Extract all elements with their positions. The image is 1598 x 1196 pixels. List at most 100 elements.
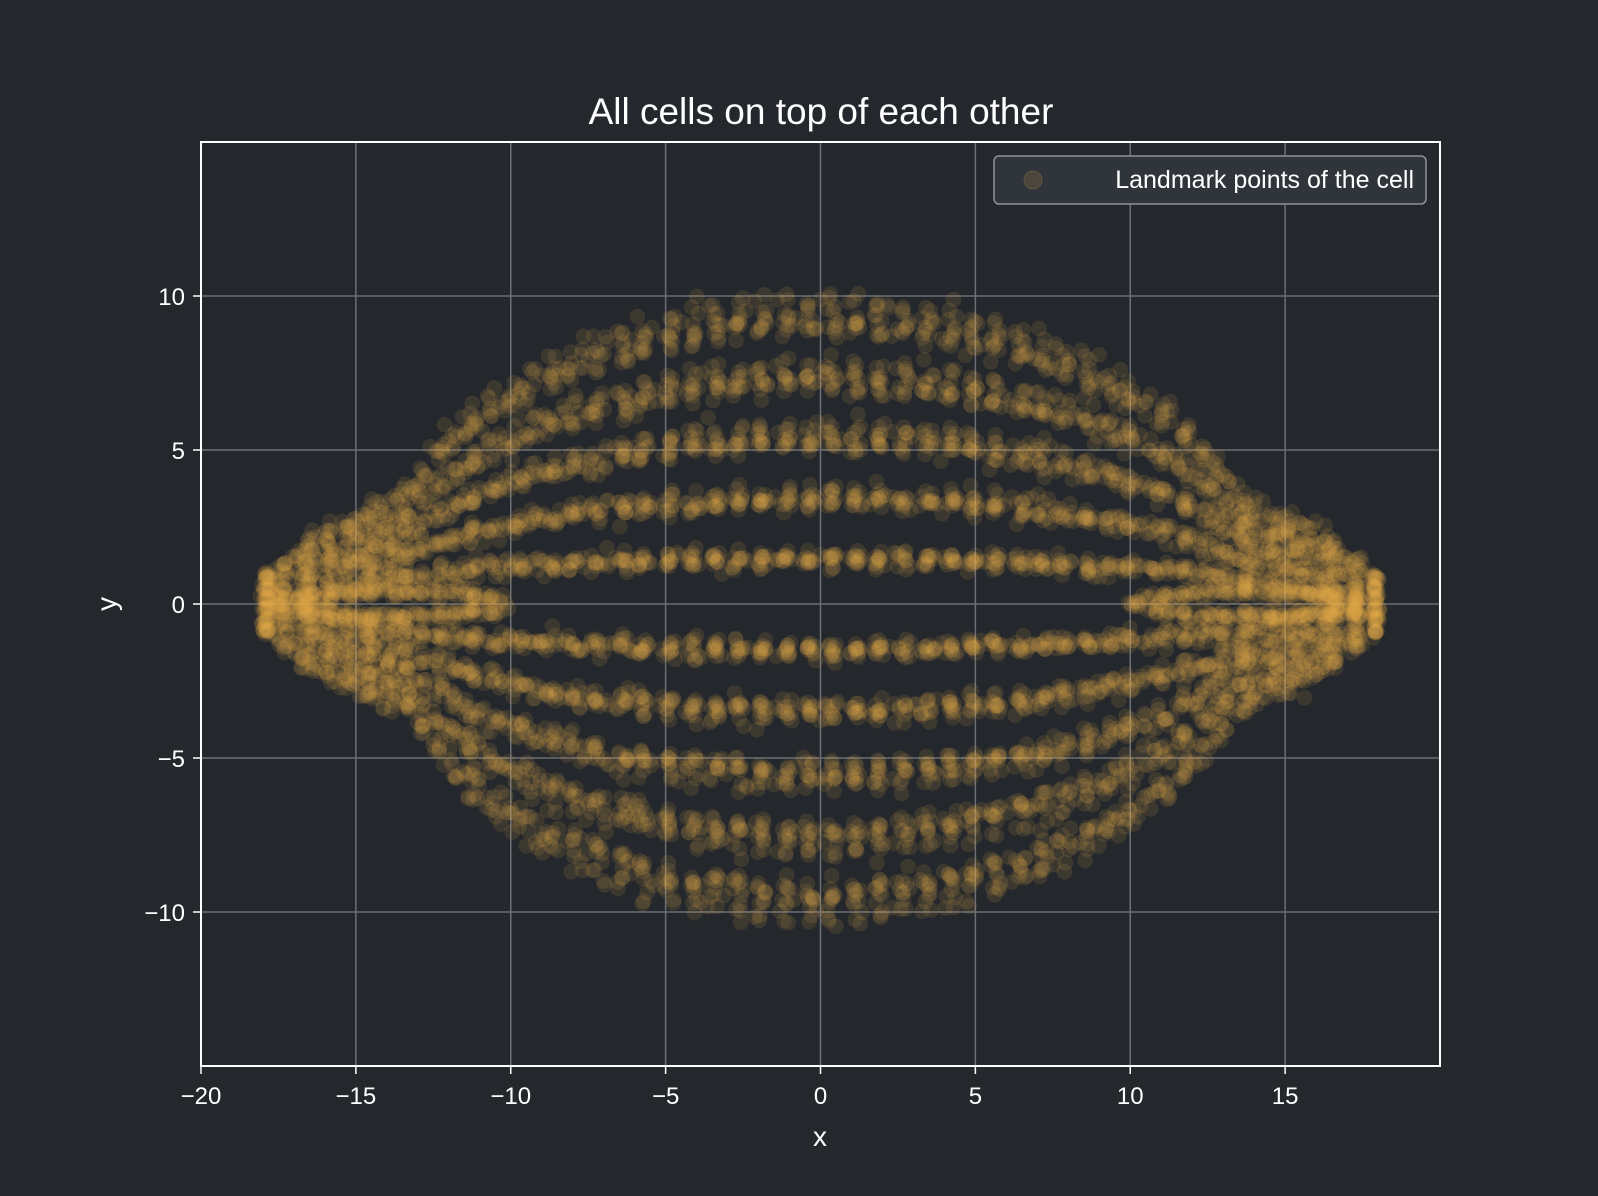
landmark-point <box>848 841 864 857</box>
landmark-point <box>706 423 723 440</box>
landmark-point <box>552 690 569 707</box>
landmark-point <box>465 661 482 678</box>
landmark-point <box>823 418 840 435</box>
landmark-point <box>757 699 774 716</box>
landmark-point <box>638 380 655 397</box>
landmark-point <box>481 431 498 448</box>
landmark-point <box>962 877 979 894</box>
landmark-point <box>767 357 784 374</box>
landmark-point <box>825 559 841 576</box>
landmark-point <box>665 692 682 709</box>
landmark-point <box>1123 598 1140 615</box>
landmark-point <box>554 636 571 653</box>
landmark-point <box>330 664 347 681</box>
landmark-point <box>336 611 353 628</box>
landmark-point <box>583 497 600 514</box>
landmark-point <box>426 685 443 702</box>
landmark-point <box>553 405 570 422</box>
landmark-point <box>280 572 297 588</box>
landmark-point <box>888 360 904 377</box>
landmark-point <box>871 427 888 444</box>
landmark-point <box>460 525 477 542</box>
landmark-point <box>1100 510 1117 527</box>
landmark-point <box>828 478 844 495</box>
landmark-point <box>487 600 504 616</box>
landmark-point <box>664 428 681 445</box>
landmark-point <box>333 513 350 530</box>
landmark-point <box>823 824 840 841</box>
landmark-point <box>494 586 511 603</box>
landmark-point <box>574 360 591 377</box>
landmark-point <box>631 818 648 835</box>
landmark-point <box>1101 367 1118 384</box>
landmark-point <box>733 436 750 453</box>
landmark-point <box>808 414 825 431</box>
landmark-point <box>512 810 529 827</box>
landmark-point <box>873 374 890 390</box>
landmark-point <box>661 328 678 345</box>
landmark-point <box>586 633 603 650</box>
landmark-point <box>304 621 321 638</box>
landmark-point <box>1012 641 1029 658</box>
landmark-point <box>885 835 901 852</box>
landmark-point <box>465 580 482 597</box>
landmark-point <box>826 771 843 788</box>
landmark-point <box>871 885 888 902</box>
landmark-point <box>546 741 563 758</box>
landmark-point <box>921 714 938 731</box>
landmark-point <box>1017 382 1034 399</box>
landmark-point <box>637 691 654 708</box>
landmark-point <box>300 594 317 611</box>
landmark-point <box>1034 338 1051 355</box>
landmark-point <box>1058 343 1075 360</box>
landmark-point <box>714 565 730 582</box>
landmark-point <box>634 642 651 659</box>
landmark-point <box>330 587 346 604</box>
landmark-point <box>1135 633 1152 650</box>
landmark-point <box>563 739 579 756</box>
landmark-point <box>1055 554 1072 571</box>
landmark-point <box>486 636 503 653</box>
landmark-point <box>1037 800 1054 817</box>
landmark-point <box>923 313 940 330</box>
landmark-point <box>591 361 607 378</box>
landmark-point <box>333 581 350 598</box>
landmark-point <box>991 322 1008 338</box>
landmark-point <box>957 812 974 829</box>
landmark-point <box>943 700 960 717</box>
landmark-point <box>810 770 827 787</box>
landmark-point <box>1015 700 1032 717</box>
landmark-point <box>885 489 901 505</box>
landmark-point <box>942 763 959 780</box>
landmark-point <box>612 552 629 568</box>
landmark-point <box>821 913 838 929</box>
landmark-point <box>754 304 771 321</box>
landmark-point <box>1136 407 1153 424</box>
landmark-point <box>984 329 1001 346</box>
landmark-point <box>531 633 548 650</box>
landmark-point <box>460 563 477 579</box>
landmark-point <box>1075 509 1092 526</box>
landmark-point <box>478 723 495 740</box>
landmark-point <box>946 875 963 892</box>
landmark-point <box>358 646 375 662</box>
landmark-point <box>845 480 862 496</box>
landmark-point <box>1100 416 1116 433</box>
landmark-point <box>489 605 506 622</box>
landmark-point <box>307 656 324 673</box>
landmark-point <box>704 297 721 313</box>
landmark-point <box>268 597 285 614</box>
landmark-point <box>618 854 635 871</box>
landmark-point <box>615 772 632 788</box>
landmark-point <box>616 439 633 456</box>
landmark-point <box>805 319 822 336</box>
landmark-point <box>873 488 890 505</box>
landmark-point <box>333 633 350 650</box>
landmark-point <box>595 800 612 817</box>
landmark-point <box>1016 756 1033 773</box>
landmark-point <box>926 367 943 384</box>
landmark-point <box>776 306 793 323</box>
landmark-point <box>749 365 766 382</box>
landmark-point <box>497 631 514 648</box>
landmark-point <box>963 556 980 573</box>
